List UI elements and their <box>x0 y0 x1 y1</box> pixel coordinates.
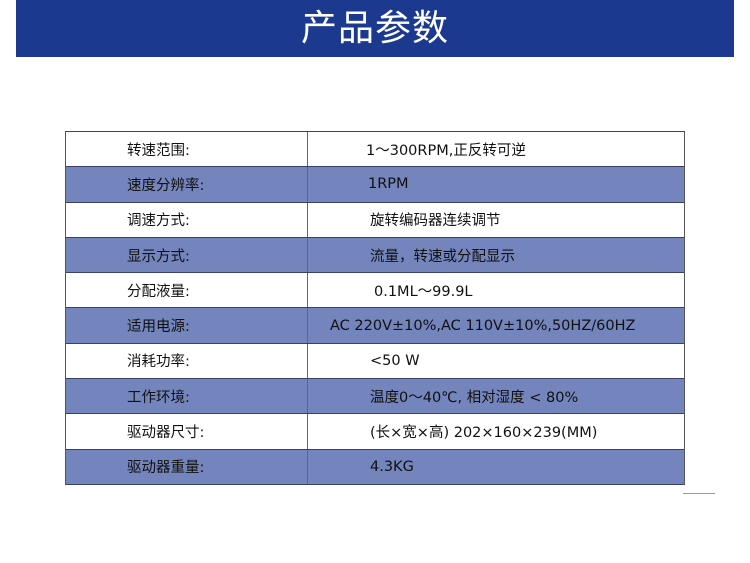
spec-row: 转速范围: 1～300RPM,正反转可逆 <box>66 132 684 168</box>
spec-row: 速度分辨率: 1RPM <box>66 167 684 203</box>
spec-row: 显示方式: 流量，转速或分配显示 <box>66 237 684 274</box>
spec-label: 工作环境: <box>66 379 308 414</box>
spec-row: 工作环境: 温度0～40℃, 相对湿度 < 80% <box>66 379 684 415</box>
spec-value: <50 W <box>370 352 420 369</box>
spec-row: 消耗功率: <50 W <box>66 343 684 380</box>
spec-table: 转速范围: 1～300RPM,正反转可逆 速度分辨率: 1RPM 调速方式: 旋转编码… <box>65 131 685 485</box>
spec-value: 旋转编码器连续调节 <box>370 213 501 230</box>
spec-row: 适用电源: AC 220V±10%,AC 110V±10%,50HZ/60HZ <box>66 308 684 344</box>
spec-value: 流量，转速或分配显示 <box>370 248 515 265</box>
spec-label: 转速范围: <box>66 132 308 167</box>
spec-row: 驱动器尺寸: (长×宽×高) 202×160×239(MM) <box>66 414 684 450</box>
divider-line <box>683 493 715 494</box>
spec-value: (长×宽×高) 202×160×239(MM) <box>370 425 598 442</box>
spec-label: 驱动器重量: <box>66 449 308 484</box>
spec-label: 调速方式: <box>66 202 308 237</box>
spec-row: 分配液量: 0.1ML～99.9L <box>66 273 684 309</box>
spec-value: AC 220V±10%,AC 110V±10%,50HZ/60HZ <box>330 317 636 334</box>
spec-row: 调速方式: 旋转编码器连续调节 <box>66 202 684 238</box>
spec-label: 驱动器尺寸: <box>66 414 308 449</box>
spec-label: 速度分辨率: <box>66 167 308 202</box>
spec-label: 消耗功率: <box>66 343 308 379</box>
spec-label: 适用电源: <box>66 308 308 343</box>
spec-value: 1～300RPM,正反转可逆 <box>366 142 526 159</box>
spec-row: 驱动器重量: 4.3KG <box>66 449 684 485</box>
spec-value: 温度0～40℃, 相对湿度 < 80% <box>370 389 579 406</box>
spec-value: 1RPM <box>368 176 409 193</box>
spec-value: 4.3KG <box>370 458 414 475</box>
spec-label: 显示方式: <box>66 237 308 273</box>
spec-value: 0.1ML～99.9L <box>374 283 473 300</box>
spec-label: 分配液量: <box>66 273 308 308</box>
page-title: 产品参数 <box>16 0 734 57</box>
